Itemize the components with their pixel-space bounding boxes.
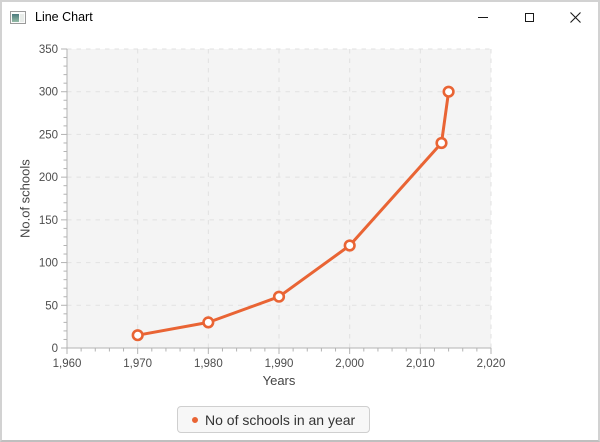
y-tick-label: 50 — [45, 300, 58, 312]
data-point — [272, 290, 286, 303]
close-button[interactable] — [552, 2, 598, 32]
app-icon-pane — [20, 13, 24, 22]
y-tick-label: 200 — [39, 172, 58, 184]
data-point — [435, 136, 448, 150]
legend-series-label: No of schools in an year — [205, 411, 356, 428]
x-tick-label: 1,990 — [265, 358, 294, 370]
minimize-button[interactable] — [460, 2, 506, 32]
data-point — [131, 329, 144, 342]
plot-area — [67, 49, 491, 348]
title-bar[interactable]: Line Chart — [2, 2, 598, 32]
x-tick-label: 2,010 — [406, 358, 435, 370]
legend: No of schools in an year — [177, 406, 371, 433]
series-line — [136, 90, 451, 337]
maximize-icon — [524, 12, 534, 22]
app-icon — [10, 10, 26, 24]
window-controls — [460, 2, 598, 32]
x-tick-label: 1,980 — [194, 358, 223, 370]
app-icon-pane — [12, 13, 19, 22]
y-tick-label: 350 — [39, 44, 58, 56]
maximize-button[interactable] — [506, 2, 552, 32]
x-axis-title: Years — [262, 373, 296, 388]
y-tick-label: 150 — [39, 215, 58, 227]
data-point — [202, 316, 215, 329]
x-tick-label: 1,960 — [53, 358, 82, 370]
close-icon — [569, 11, 581, 23]
window-title: Line Chart — [35, 10, 93, 24]
y-tick-label: 250 — [39, 129, 58, 141]
x-tick-label: 1,970 — [123, 358, 152, 370]
y-tick-label: 0 — [52, 343, 58, 355]
minimize-icon — [478, 16, 488, 18]
legend-series-marker-icon — [192, 416, 198, 423]
chart-region: 0 50 100 150 200 250 300 350 1,960 1,970 1,980 1,99… — [2, 32, 598, 440]
y-axis-title: No.of schools — [17, 159, 33, 238]
y-tick-label: 100 — [39, 258, 58, 270]
y-tick-label: 300 — [39, 87, 58, 99]
data-point — [442, 85, 455, 98]
line-chart-canvas: 0 50 100 150 200 250 300 350 1,960 1,970 1,980 1,99… — [39, 44, 506, 370]
data-point — [343, 239, 356, 252]
x-tick-label: 2,000 — [335, 358, 364, 370]
x-tick-label: 2,020 — [477, 358, 506, 370]
